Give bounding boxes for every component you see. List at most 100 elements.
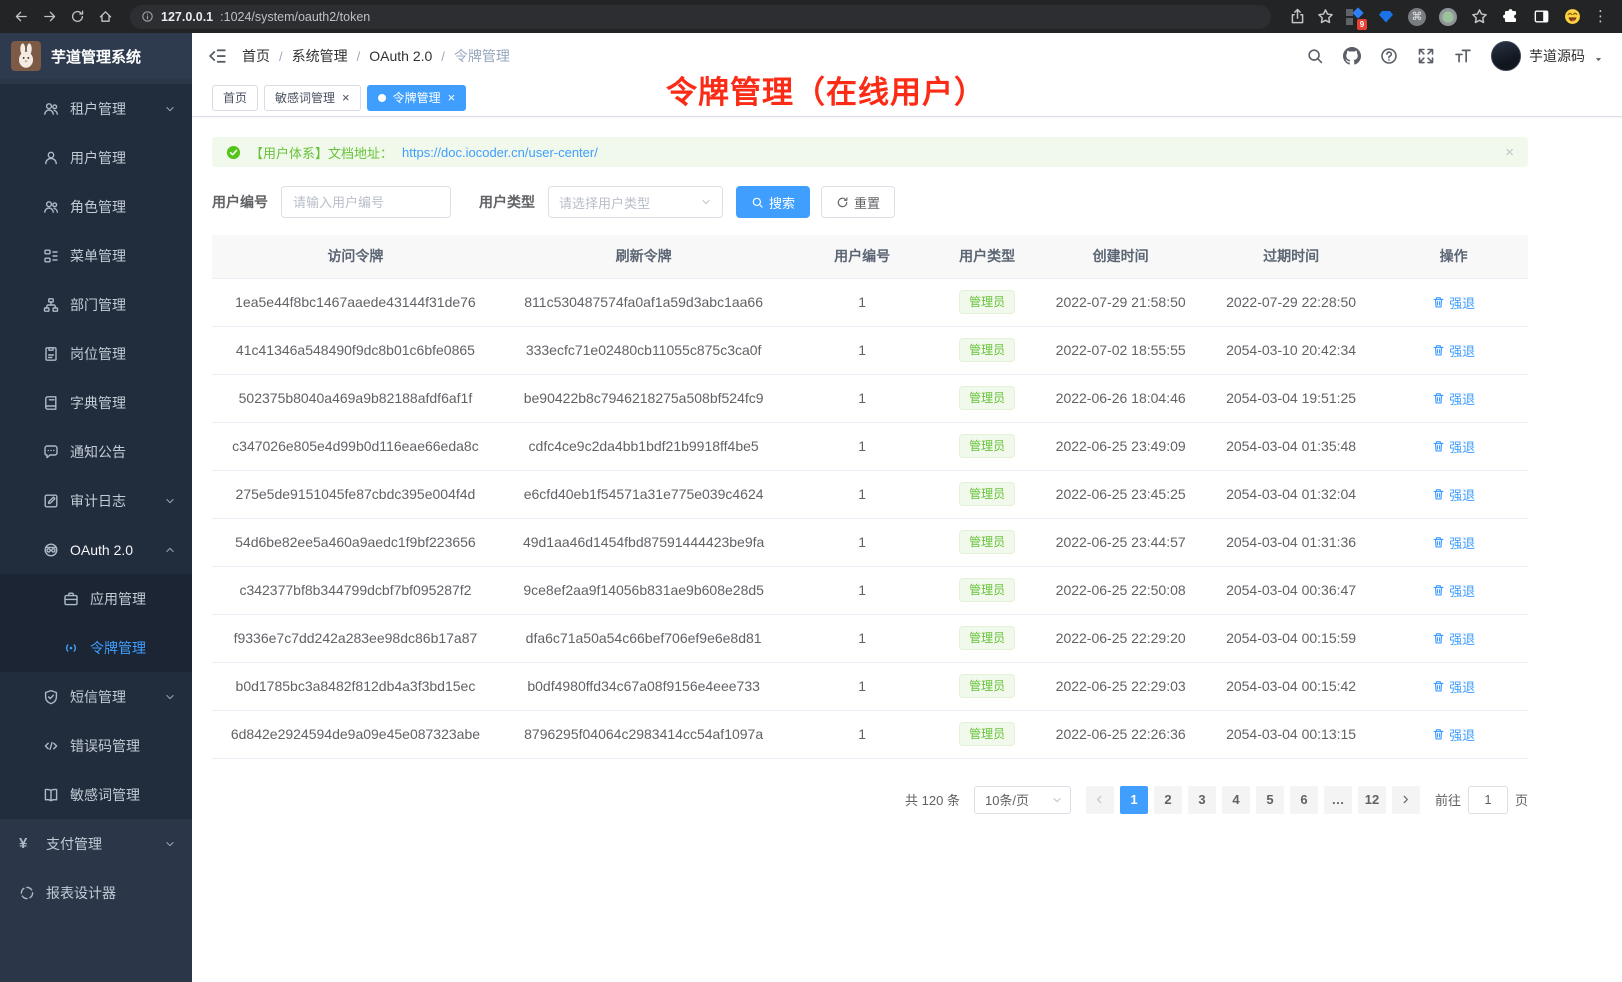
force-logout-button[interactable]: 强退 bbox=[1432, 485, 1475, 504]
force-logout-button[interactable]: 强退 bbox=[1432, 629, 1475, 648]
column-header: 用户编号 bbox=[788, 235, 936, 279]
side-panel-icon[interactable] bbox=[1531, 7, 1551, 27]
share-icon[interactable] bbox=[1289, 8, 1306, 25]
address-bar[interactable]: 127.0.0.1:1024/system/oauth2/token bbox=[130, 4, 1271, 29]
cell-user-type: 管理员 bbox=[935, 614, 1039, 663]
browser-reload-button[interactable] bbox=[64, 4, 90, 30]
force-logout-button[interactable]: 强退 bbox=[1432, 389, 1475, 408]
table-row: 54d6be82ee5a460a9aedc1f9bf223656 49d1aa46… bbox=[212, 518, 1528, 567]
extension-grid-icon[interactable]: 9 bbox=[1345, 6, 1367, 30]
close-icon[interactable]: × bbox=[1505, 143, 1514, 161]
tab-label: 首页 bbox=[223, 91, 248, 105]
page-ellipsis-button[interactable]: … bbox=[1323, 785, 1352, 814]
cell-user-type: 管理员 bbox=[935, 470, 1039, 519]
force-logout-button[interactable]: 强退 bbox=[1432, 341, 1475, 360]
force-logout-label: 强退 bbox=[1449, 583, 1476, 599]
sidebar-item-oauth2[interactable]: OAuth 2.0 bbox=[0, 525, 192, 574]
sidebar-item-role[interactable]: 角色管理 bbox=[0, 182, 192, 231]
force-logout-button[interactable]: 强退 bbox=[1432, 581, 1475, 600]
cell-user-type: 管理员 bbox=[935, 326, 1039, 375]
force-logout-button[interactable]: 强退 bbox=[1432, 293, 1475, 312]
browser-menu-icon[interactable]: ⋮ bbox=[1593, 8, 1608, 25]
sidebar-item-tenant[interactable]: 租户管理 bbox=[0, 84, 192, 133]
sidebar-item-dict[interactable]: 字典管理 bbox=[0, 378, 192, 427]
robot-icon bbox=[43, 542, 59, 558]
trash-icon bbox=[1432, 680, 1445, 693]
force-logout-button[interactable]: 强退 bbox=[1432, 437, 1475, 456]
force-logout-label: 强退 bbox=[1449, 679, 1476, 695]
sidebar-item-oauth2-app[interactable]: 应用管理 bbox=[0, 574, 192, 623]
user-id-input[interactable] bbox=[281, 186, 451, 218]
page-button-4[interactable]: 4 bbox=[1221, 785, 1250, 814]
user-type-select[interactable]: 请选择用户类型 bbox=[548, 186, 723, 218]
filter-form: 用户编号 用户类型 请选择用户类型 搜索 重置 bbox=[212, 186, 1528, 218]
sidebar-item-post[interactable]: 岗位管理 bbox=[0, 329, 192, 378]
yen-icon: ¥ bbox=[19, 834, 28, 852]
extension-recorder-icon[interactable] bbox=[1438, 7, 1458, 27]
extension-star-icon[interactable] bbox=[1469, 7, 1489, 27]
tab-token[interactable]: 令牌管理 × bbox=[366, 84, 467, 111]
help-icon[interactable] bbox=[1380, 47, 1398, 65]
user-menu[interactable]: 芋道源码 bbox=[1491, 41, 1604, 71]
browser-home-button[interactable] bbox=[92, 4, 118, 30]
sidebar-item-sensitive-word[interactable]: 敏感词管理 bbox=[0, 770, 192, 819]
sidebar-item-report-designer[interactable]: 报表设计器 bbox=[0, 868, 192, 917]
breadcrumb-item[interactable]: 系统管理 bbox=[291, 48, 348, 64]
sidebar-item-sms[interactable]: 短信管理 bbox=[0, 672, 192, 721]
tab-home[interactable]: 首页 bbox=[212, 84, 259, 111]
search-icon[interactable] bbox=[1306, 47, 1324, 65]
sidebar-item-error-code[interactable]: 错误码管理 bbox=[0, 721, 192, 770]
close-icon[interactable]: × bbox=[342, 90, 350, 105]
goto-page-input[interactable] bbox=[1467, 785, 1508, 814]
page-button-5[interactable]: 5 bbox=[1255, 785, 1284, 814]
search-button[interactable]: 搜索 bbox=[736, 186, 811, 218]
app-logo bbox=[11, 41, 41, 71]
page-button-2[interactable]: 2 bbox=[1153, 785, 1182, 814]
page-button-6[interactable]: 6 bbox=[1289, 785, 1318, 814]
font-size-icon[interactable] bbox=[1454, 47, 1472, 65]
github-icon[interactable] bbox=[1343, 47, 1361, 65]
page-size-select[interactable]: 10条/页 bbox=[973, 785, 1071, 814]
cell-expire-time: 2054-03-04 01:31:36 bbox=[1202, 518, 1380, 567]
cell-expire-time: 2054-03-04 01:35:48 bbox=[1202, 422, 1380, 471]
force-logout-button[interactable]: 强退 bbox=[1432, 677, 1475, 696]
profile-avatar-emoji[interactable] bbox=[1562, 7, 1582, 27]
chevron-down-icon bbox=[700, 196, 712, 208]
page-button-3[interactable]: 3 bbox=[1187, 785, 1216, 814]
breadcrumb-item[interactable]: 首页 bbox=[242, 48, 270, 64]
cell-user-type: 管理员 bbox=[935, 374, 1039, 423]
app-logo-row[interactable]: 芋道管理系统 bbox=[0, 33, 192, 79]
reset-button[interactable]: 重置 bbox=[821, 186, 896, 218]
page-button-1[interactable]: 1 bbox=[1119, 785, 1148, 814]
sidebar-item-notice[interactable]: 通知公告 bbox=[0, 427, 192, 476]
fullscreen-icon[interactable] bbox=[1417, 47, 1435, 65]
browser-back-button[interactable] bbox=[8, 4, 34, 30]
breadcrumb-item[interactable]: OAuth 2.0 bbox=[369, 48, 433, 64]
menu-tree-icon bbox=[43, 248, 59, 264]
force-logout-button[interactable]: 强退 bbox=[1432, 725, 1475, 744]
extension-gem-icon[interactable] bbox=[1376, 7, 1396, 27]
sidebar-item-dept[interactable]: 部门管理 bbox=[0, 280, 192, 329]
reload-icon bbox=[70, 9, 85, 24]
force-logout-button[interactable]: 强退 bbox=[1432, 533, 1475, 552]
user-type-badge: 管理员 bbox=[959, 674, 1016, 698]
previous-page-button[interactable] bbox=[1085, 785, 1114, 814]
sidebar-fold-icon[interactable] bbox=[207, 46, 227, 66]
doc-link[interactable]: https://doc.iocoder.cn/user-center/ bbox=[402, 144, 598, 160]
bookmark-star-icon[interactable] bbox=[1317, 8, 1334, 25]
sidebar-item-audit-log[interactable]: 审计日志 bbox=[0, 476, 192, 525]
sidebar-item-menu[interactable]: 菜单管理 bbox=[0, 231, 192, 280]
sidebar-item-pay[interactable]: ¥ 支付管理 bbox=[0, 819, 192, 868]
extension-command-icon[interactable]: ⌘ bbox=[1407, 7, 1427, 27]
sidebar-item-oauth2-token[interactable]: 令牌管理 bbox=[0, 623, 192, 672]
cell-user-type: 管理员 bbox=[935, 422, 1039, 471]
browser-forward-button[interactable] bbox=[36, 4, 62, 30]
extensions-puzzle-icon[interactable] bbox=[1500, 7, 1520, 27]
next-page-button[interactable] bbox=[1391, 785, 1420, 814]
sidebar-item-user[interactable]: 用户管理 bbox=[0, 133, 192, 182]
segmented-circle-icon bbox=[19, 885, 35, 901]
close-icon[interactable]: × bbox=[447, 90, 456, 105]
avatar bbox=[1491, 41, 1521, 71]
page-button-12[interactable]: 12 bbox=[1357, 785, 1386, 814]
tab-sensitive-word[interactable]: 敏感词管理 × bbox=[264, 84, 361, 111]
